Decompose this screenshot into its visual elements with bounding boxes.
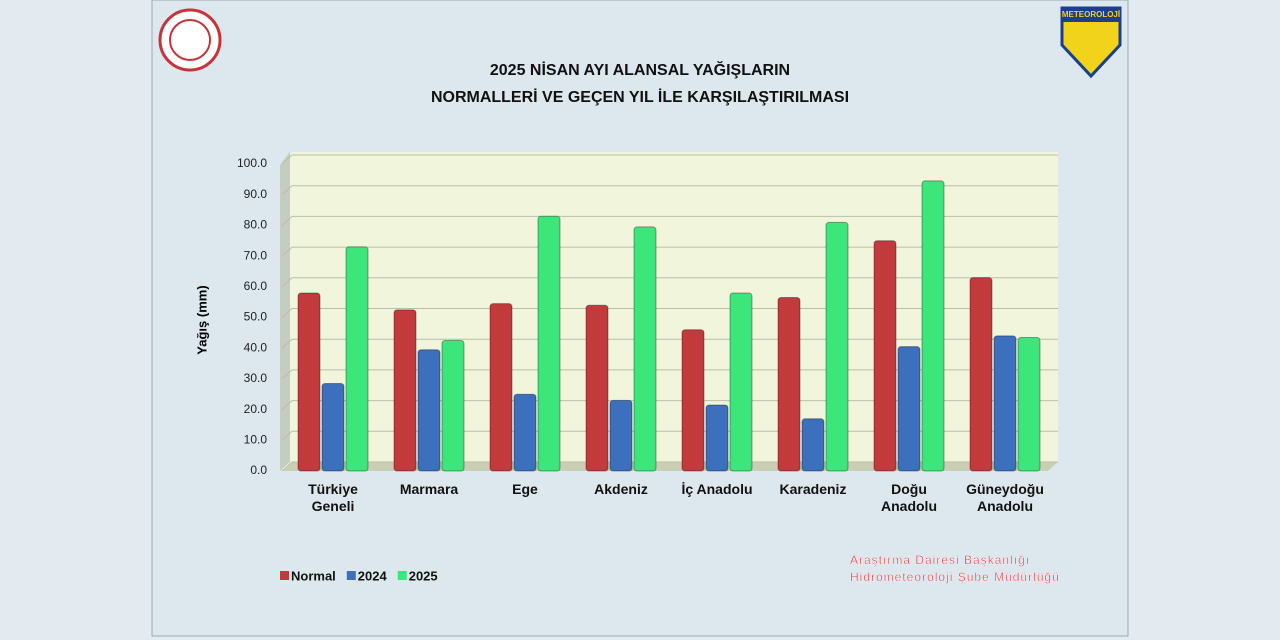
x-tick-label: Güneydoğu Anadolu bbox=[966, 481, 1044, 514]
x-tick-label: Ege bbox=[512, 481, 538, 497]
bar bbox=[345, 246, 369, 472]
plot-side bbox=[280, 152, 290, 471]
bar bbox=[897, 346, 921, 472]
bar bbox=[969, 277, 993, 472]
bar bbox=[1017, 336, 1041, 472]
bar bbox=[585, 304, 609, 472]
logo-text: METEOROLOJİ bbox=[1062, 10, 1120, 19]
grid-line bbox=[281, 216, 293, 226]
legend-label: 2025 bbox=[409, 568, 438, 583]
x-tick-label: İç Anadolu bbox=[681, 481, 753, 497]
grid-line bbox=[281, 430, 293, 441]
y-tick-label: 60.0 bbox=[244, 279, 268, 293]
y-tick-label: 100.0 bbox=[237, 156, 267, 170]
y-tick-label: 90.0 bbox=[244, 187, 268, 201]
x-tick-label: Marmara bbox=[399, 481, 459, 497]
grid-line bbox=[281, 277, 293, 288]
annotation: Hidrometeoroloji Şube Müdürlüğü bbox=[850, 570, 1060, 584]
y-axis-label: Yağış (mm) bbox=[194, 285, 209, 354]
bar bbox=[489, 303, 513, 472]
ministry-logo bbox=[158, 8, 222, 72]
bar bbox=[825, 221, 849, 472]
grid-line bbox=[281, 246, 293, 257]
bar bbox=[681, 329, 705, 472]
chart-title: 2025 NİSAN AYI ALANSAL YAĞIŞLARIN bbox=[490, 60, 790, 79]
y-tick-label: 80.0 bbox=[244, 218, 268, 232]
grid-line bbox=[281, 338, 293, 349]
bar bbox=[993, 335, 1017, 472]
plot-wall bbox=[282, 152, 1058, 471]
x-tick-label: Akdeniz bbox=[594, 481, 648, 497]
legend-swatch bbox=[397, 571, 407, 580]
bar bbox=[705, 404, 729, 472]
ministry-logo-inner bbox=[169, 19, 211, 61]
met-logo-band bbox=[1062, 8, 1120, 22]
chart-title: NORMALLERİ VE GEÇEN YIL İLE KARŞILAŞTIRI… bbox=[431, 88, 849, 106]
bar bbox=[441, 340, 465, 472]
bar bbox=[393, 309, 417, 472]
x-tick-label: Karadeniz bbox=[779, 481, 847, 497]
y-tick-label: 70.0 bbox=[244, 248, 268, 262]
plot-floor bbox=[282, 462, 1058, 471]
y-tick-label: 0.0 bbox=[250, 463, 267, 477]
annotation: Araştırma Dairesi Başkanlığı bbox=[850, 553, 1030, 567]
bar bbox=[873, 240, 897, 472]
bar bbox=[729, 292, 753, 472]
legend-swatch bbox=[346, 571, 356, 580]
bar bbox=[921, 180, 945, 472]
grid-line bbox=[281, 154, 293, 165]
legend-swatch bbox=[280, 571, 289, 580]
bar bbox=[321, 383, 345, 472]
x-tick-label: Doğu Anadolu bbox=[881, 481, 937, 514]
bar bbox=[609, 399, 633, 472]
bar bbox=[297, 292, 321, 472]
grid-line bbox=[281, 461, 293, 472]
grid-line bbox=[281, 308, 293, 318]
y-tick-label: 50.0 bbox=[244, 310, 268, 324]
legend-label: Normal bbox=[291, 568, 336, 583]
x-tick-label: Türkiye Geneli bbox=[308, 481, 358, 514]
legend-label: 2024 bbox=[358, 568, 388, 583]
bar bbox=[777, 297, 801, 472]
bar bbox=[633, 226, 657, 472]
grid-line bbox=[281, 369, 293, 380]
y-tick-label: 30.0 bbox=[244, 371, 268, 385]
y-tick-label: 10.0 bbox=[244, 432, 268, 446]
bar bbox=[537, 215, 561, 472]
grid-line bbox=[281, 185, 293, 196]
bar bbox=[417, 349, 441, 472]
bar bbox=[513, 393, 537, 472]
y-tick-label: 40.0 bbox=[244, 340, 268, 354]
grid-line bbox=[281, 400, 293, 410]
y-tick-label: 20.0 bbox=[244, 402, 268, 416]
bar bbox=[801, 418, 825, 472]
